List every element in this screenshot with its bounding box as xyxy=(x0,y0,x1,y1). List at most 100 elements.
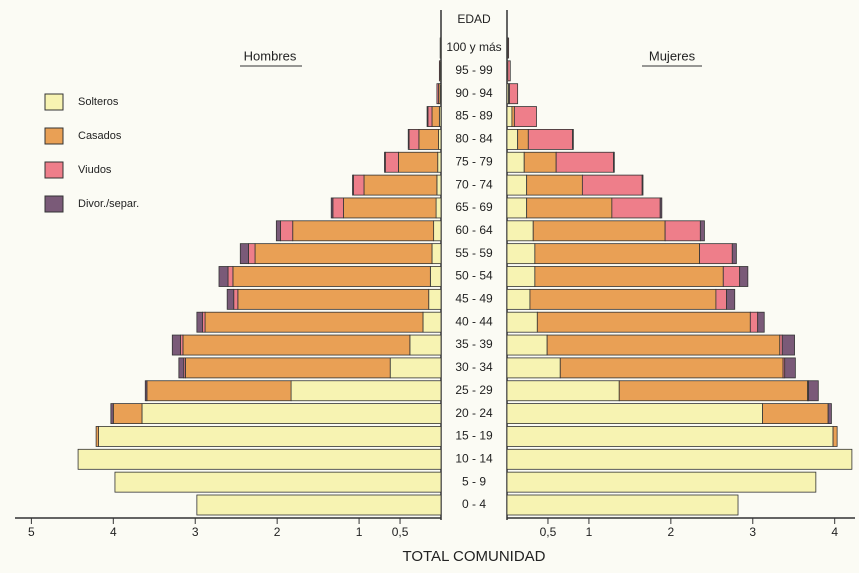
bar-segment xyxy=(529,288,717,310)
bar-segment xyxy=(233,288,239,310)
x-tick-label: 3 xyxy=(749,525,756,539)
bar-segment xyxy=(343,197,437,219)
bar-segment xyxy=(581,174,643,196)
bar-segment xyxy=(239,243,249,265)
bar-segment xyxy=(832,426,838,447)
bar-segment xyxy=(659,197,663,219)
bar-segment xyxy=(363,174,438,196)
x-tick-label: 4 xyxy=(831,525,838,539)
bar-segment xyxy=(534,266,724,287)
bar-segment xyxy=(506,288,531,310)
age-label: 75 - 79 xyxy=(455,154,493,168)
bar-segment xyxy=(507,60,511,82)
bar-segment xyxy=(237,288,430,310)
bar-segment xyxy=(184,357,391,379)
bar-segment xyxy=(827,403,832,425)
bar-segment xyxy=(292,220,435,242)
bar-segment xyxy=(664,220,701,242)
bar-segment xyxy=(506,106,513,127)
bar-segment xyxy=(280,220,294,242)
bar-segment xyxy=(141,403,442,425)
bar-segment xyxy=(808,380,819,402)
bar-segment xyxy=(509,83,519,105)
legend-label: Viudos xyxy=(78,164,112,176)
bar-segment xyxy=(171,334,181,356)
bar-segment xyxy=(438,60,441,82)
bar-segment xyxy=(526,197,613,219)
legend-swatch xyxy=(44,195,64,213)
age-label: 0 - 4 xyxy=(462,497,486,511)
bar-segment xyxy=(439,37,442,59)
bar-segment xyxy=(330,197,334,219)
bar-segment xyxy=(781,334,795,356)
age-label: 95 - 99 xyxy=(455,63,493,77)
bar-segment xyxy=(527,128,573,150)
bar-segment xyxy=(112,403,143,425)
age-label: 30 - 34 xyxy=(455,360,493,374)
bar-segment xyxy=(431,106,440,127)
bar-segment xyxy=(146,380,292,402)
bar-segment xyxy=(506,403,764,425)
x-tick-label: 3 xyxy=(192,525,199,539)
age-label: 20 - 24 xyxy=(455,406,493,420)
bar-segment xyxy=(517,128,529,150)
bar-segment xyxy=(254,243,433,265)
bar-segment xyxy=(532,220,666,242)
bar-segment xyxy=(507,37,510,59)
x-tick-label: 0,5 xyxy=(392,525,409,539)
age-label: 25 - 29 xyxy=(455,383,493,397)
age-label: 40 - 44 xyxy=(455,314,493,328)
bar-segment xyxy=(98,426,442,447)
bar-segment xyxy=(409,334,442,356)
bar-segment xyxy=(506,380,620,402)
bar-segment xyxy=(426,106,429,127)
x-tick-label: 5 xyxy=(28,525,35,539)
x-axis-label: TOTAL COMUNIDAD xyxy=(402,548,545,565)
age-label: 90 - 94 xyxy=(455,86,493,100)
x-tick-label: 1 xyxy=(586,525,593,539)
age-label: 85 - 89 xyxy=(455,109,493,123)
bar-segment xyxy=(572,128,574,150)
bar-segment xyxy=(641,174,644,196)
bar-segment xyxy=(352,174,365,196)
bar-segment xyxy=(408,128,420,150)
age-label: 10 - 14 xyxy=(455,451,493,465)
bar-segment xyxy=(77,448,442,470)
bar-segment xyxy=(436,174,442,196)
age-label: 55 - 59 xyxy=(455,246,493,260)
bar-segment xyxy=(352,174,354,196)
bar-segment xyxy=(290,380,442,402)
bar-segment xyxy=(397,151,439,173)
age-header: EDAD xyxy=(457,12,491,26)
age-label: 50 - 54 xyxy=(455,269,493,283)
bar-segment xyxy=(559,357,784,379)
bar-segment xyxy=(435,197,442,219)
bar-segment xyxy=(248,243,256,265)
bar-segment xyxy=(427,106,433,127)
age-label: 65 - 69 xyxy=(455,200,493,214)
bar-segment xyxy=(418,128,439,150)
legend-swatch xyxy=(44,161,64,179)
bar-segment xyxy=(506,128,519,150)
bar-segment xyxy=(384,151,399,173)
age-label: 60 - 64 xyxy=(455,223,493,237)
bar-segment xyxy=(506,243,536,265)
age-label: 15 - 19 xyxy=(455,429,493,443)
legend-swatch xyxy=(44,93,64,111)
bar-segment xyxy=(332,197,344,219)
bar-segment xyxy=(407,128,410,150)
bar-segment xyxy=(431,243,442,265)
age-label: 100 y más xyxy=(446,40,501,54)
bar-segment xyxy=(523,151,557,173)
bar-segment xyxy=(784,357,796,379)
bar-segment xyxy=(749,311,759,333)
bar-segment xyxy=(428,288,442,310)
bar-segment xyxy=(506,426,834,447)
bar-segment xyxy=(506,174,528,196)
x-tick-label: 2 xyxy=(274,525,281,539)
bar-segment xyxy=(506,266,536,287)
right-label: Mujeres xyxy=(649,48,696,63)
bar-segment xyxy=(227,266,234,287)
age-label: 70 - 74 xyxy=(455,177,493,191)
